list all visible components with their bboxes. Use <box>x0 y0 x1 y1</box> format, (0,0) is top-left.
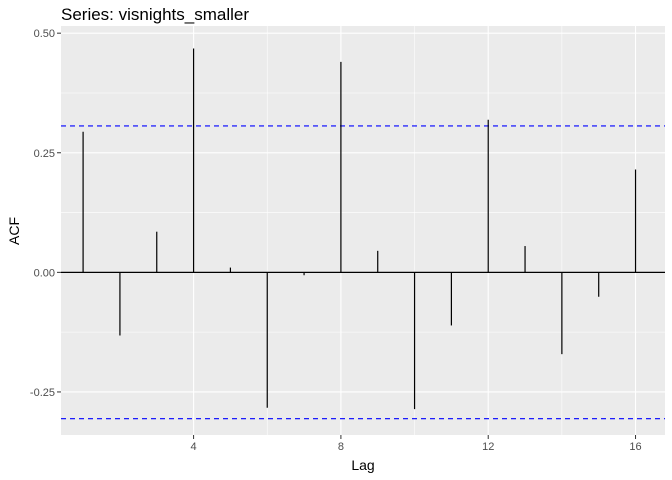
chart-title: Series: visnights_smaller <box>61 5 249 24</box>
y-tick-label: 0.00 <box>34 267 55 279</box>
y-tick-label: 0.25 <box>34 148 55 160</box>
y-tick-label: 0.50 <box>34 28 55 40</box>
x-tick-label: 4 <box>191 441 197 453</box>
y-axis-title: ACF <box>6 217 22 245</box>
x-axis-title: Lag <box>351 457 374 473</box>
x-axis-ticks: 4 8 12 16 <box>191 435 642 453</box>
x-tick-label: 16 <box>629 441 641 453</box>
x-tick-label: 8 <box>338 441 344 453</box>
y-axis-ticks: -0.25 0.00 0.25 0.50 <box>30 28 61 399</box>
major-gridlines <box>61 26 665 435</box>
y-tick-label: -0.25 <box>30 387 55 399</box>
plot-panel <box>61 26 665 435</box>
acf-bars <box>82 48 637 410</box>
confidence-lines <box>61 125 665 420</box>
x-tick-label: 12 <box>482 441 494 453</box>
minor-gridlines <box>61 26 665 435</box>
